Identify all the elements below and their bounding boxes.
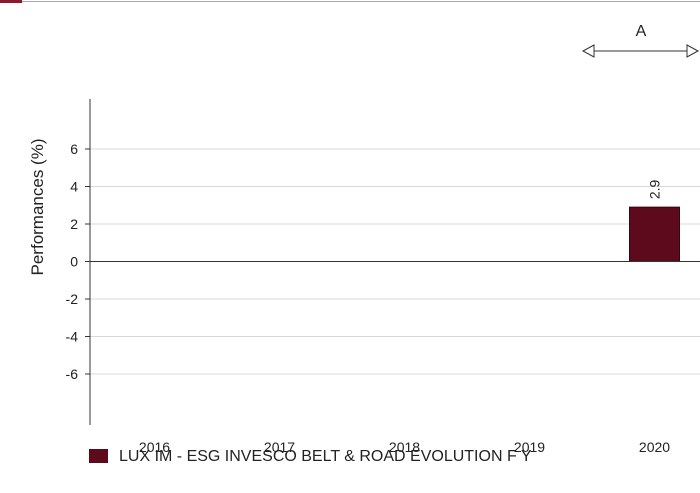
y-tick-label: 2: [70, 216, 78, 232]
annotation-right-arrowhead: [686, 44, 700, 58]
header-accent-mark: [0, 0, 22, 3]
x-tick-label: 2016: [139, 439, 170, 455]
y-tick-label: 6: [70, 141, 78, 157]
bars: [629, 206, 680, 262]
period-annotation: A: [581, 23, 700, 58]
x-tick-labels: 2016 2017 2018 2019 2020: [139, 439, 670, 455]
y-tick-label: -2: [66, 291, 79, 307]
x-tick-label: 2020: [639, 439, 670, 455]
y-tick-label: -4: [66, 329, 79, 345]
legend-label: LUX IM - ESG INVESCO BELT & ROAD EVOLUTI…: [119, 448, 532, 465]
bar-value-label: 2.9: [647, 179, 663, 199]
gridlines: [85, 148, 700, 375]
x-tick-label: 2018: [389, 439, 420, 455]
y-tick-label: -6: [66, 366, 79, 382]
y-tick-labels: 6 4 2 0 -2 -4 -6: [66, 141, 79, 382]
y-tick-label: 4: [70, 179, 78, 195]
bar: [629, 206, 680, 262]
data-labels: 2.9: [647, 179, 663, 199]
axes: [89, 99, 700, 425]
x-tick-label: 2017: [264, 439, 295, 455]
annotation-left-arrowhead: [581, 44, 595, 58]
y-tick-label: 0: [70, 254, 78, 270]
legend: LUX IM - ESG INVESCO BELT & ROAD EVOLUTI…: [89, 448, 532, 465]
y-axis-label: Performances (%): [28, 139, 47, 276]
x-tick-label: 2019: [514, 439, 545, 455]
annotation-label: A: [636, 23, 647, 40]
legend-swatch: [89, 449, 108, 463]
